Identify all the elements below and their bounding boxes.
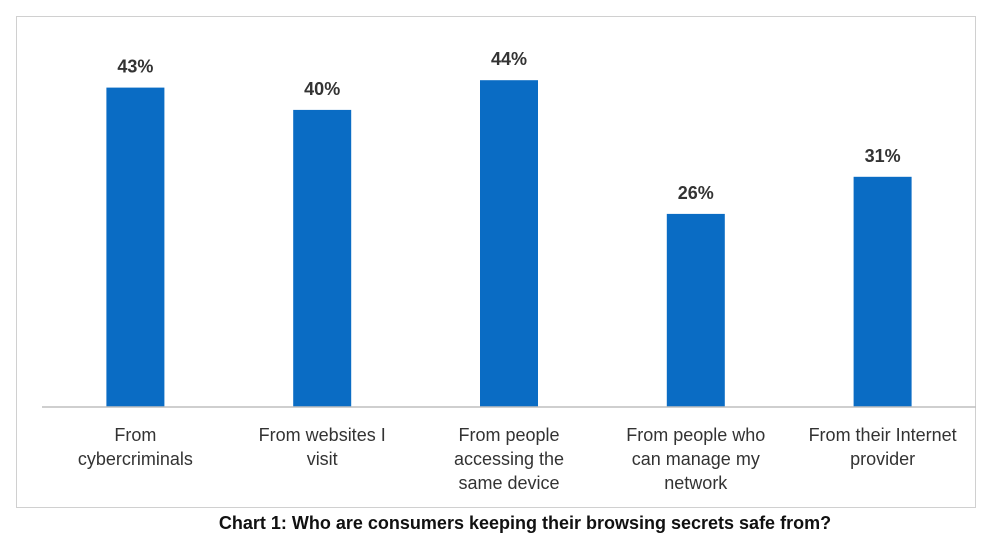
bar-5 xyxy=(853,176,912,407)
bar-2 xyxy=(293,109,352,408)
bars-layer xyxy=(106,80,912,408)
chart-frame xyxy=(16,16,976,508)
data-label-1: 43% xyxy=(117,57,153,77)
bar-1 xyxy=(106,87,165,407)
bar-4 xyxy=(666,213,725,407)
bar-chart: 43% 40% 44% 26% 31% From cybercriminals From w… xyxy=(42,49,976,493)
category-label-1: From cybercriminals xyxy=(78,425,193,469)
data-label-2: 40% xyxy=(304,79,340,99)
value-labels-layer: 43% 40% 44% 26% 31% xyxy=(117,49,900,203)
category-label-3: From people accessing the same device xyxy=(454,425,564,493)
chart-caption: Chart 1: Who are consumers keeping their… xyxy=(218,513,832,533)
bar-3 xyxy=(480,80,538,407)
category-label-4: From people who can manage my network xyxy=(626,425,765,493)
data-label-4: 26% xyxy=(678,183,714,203)
category-label-5: From their Internet provider xyxy=(809,425,957,469)
data-label-3: 44% xyxy=(491,49,527,69)
data-label-5: 31% xyxy=(865,146,901,166)
